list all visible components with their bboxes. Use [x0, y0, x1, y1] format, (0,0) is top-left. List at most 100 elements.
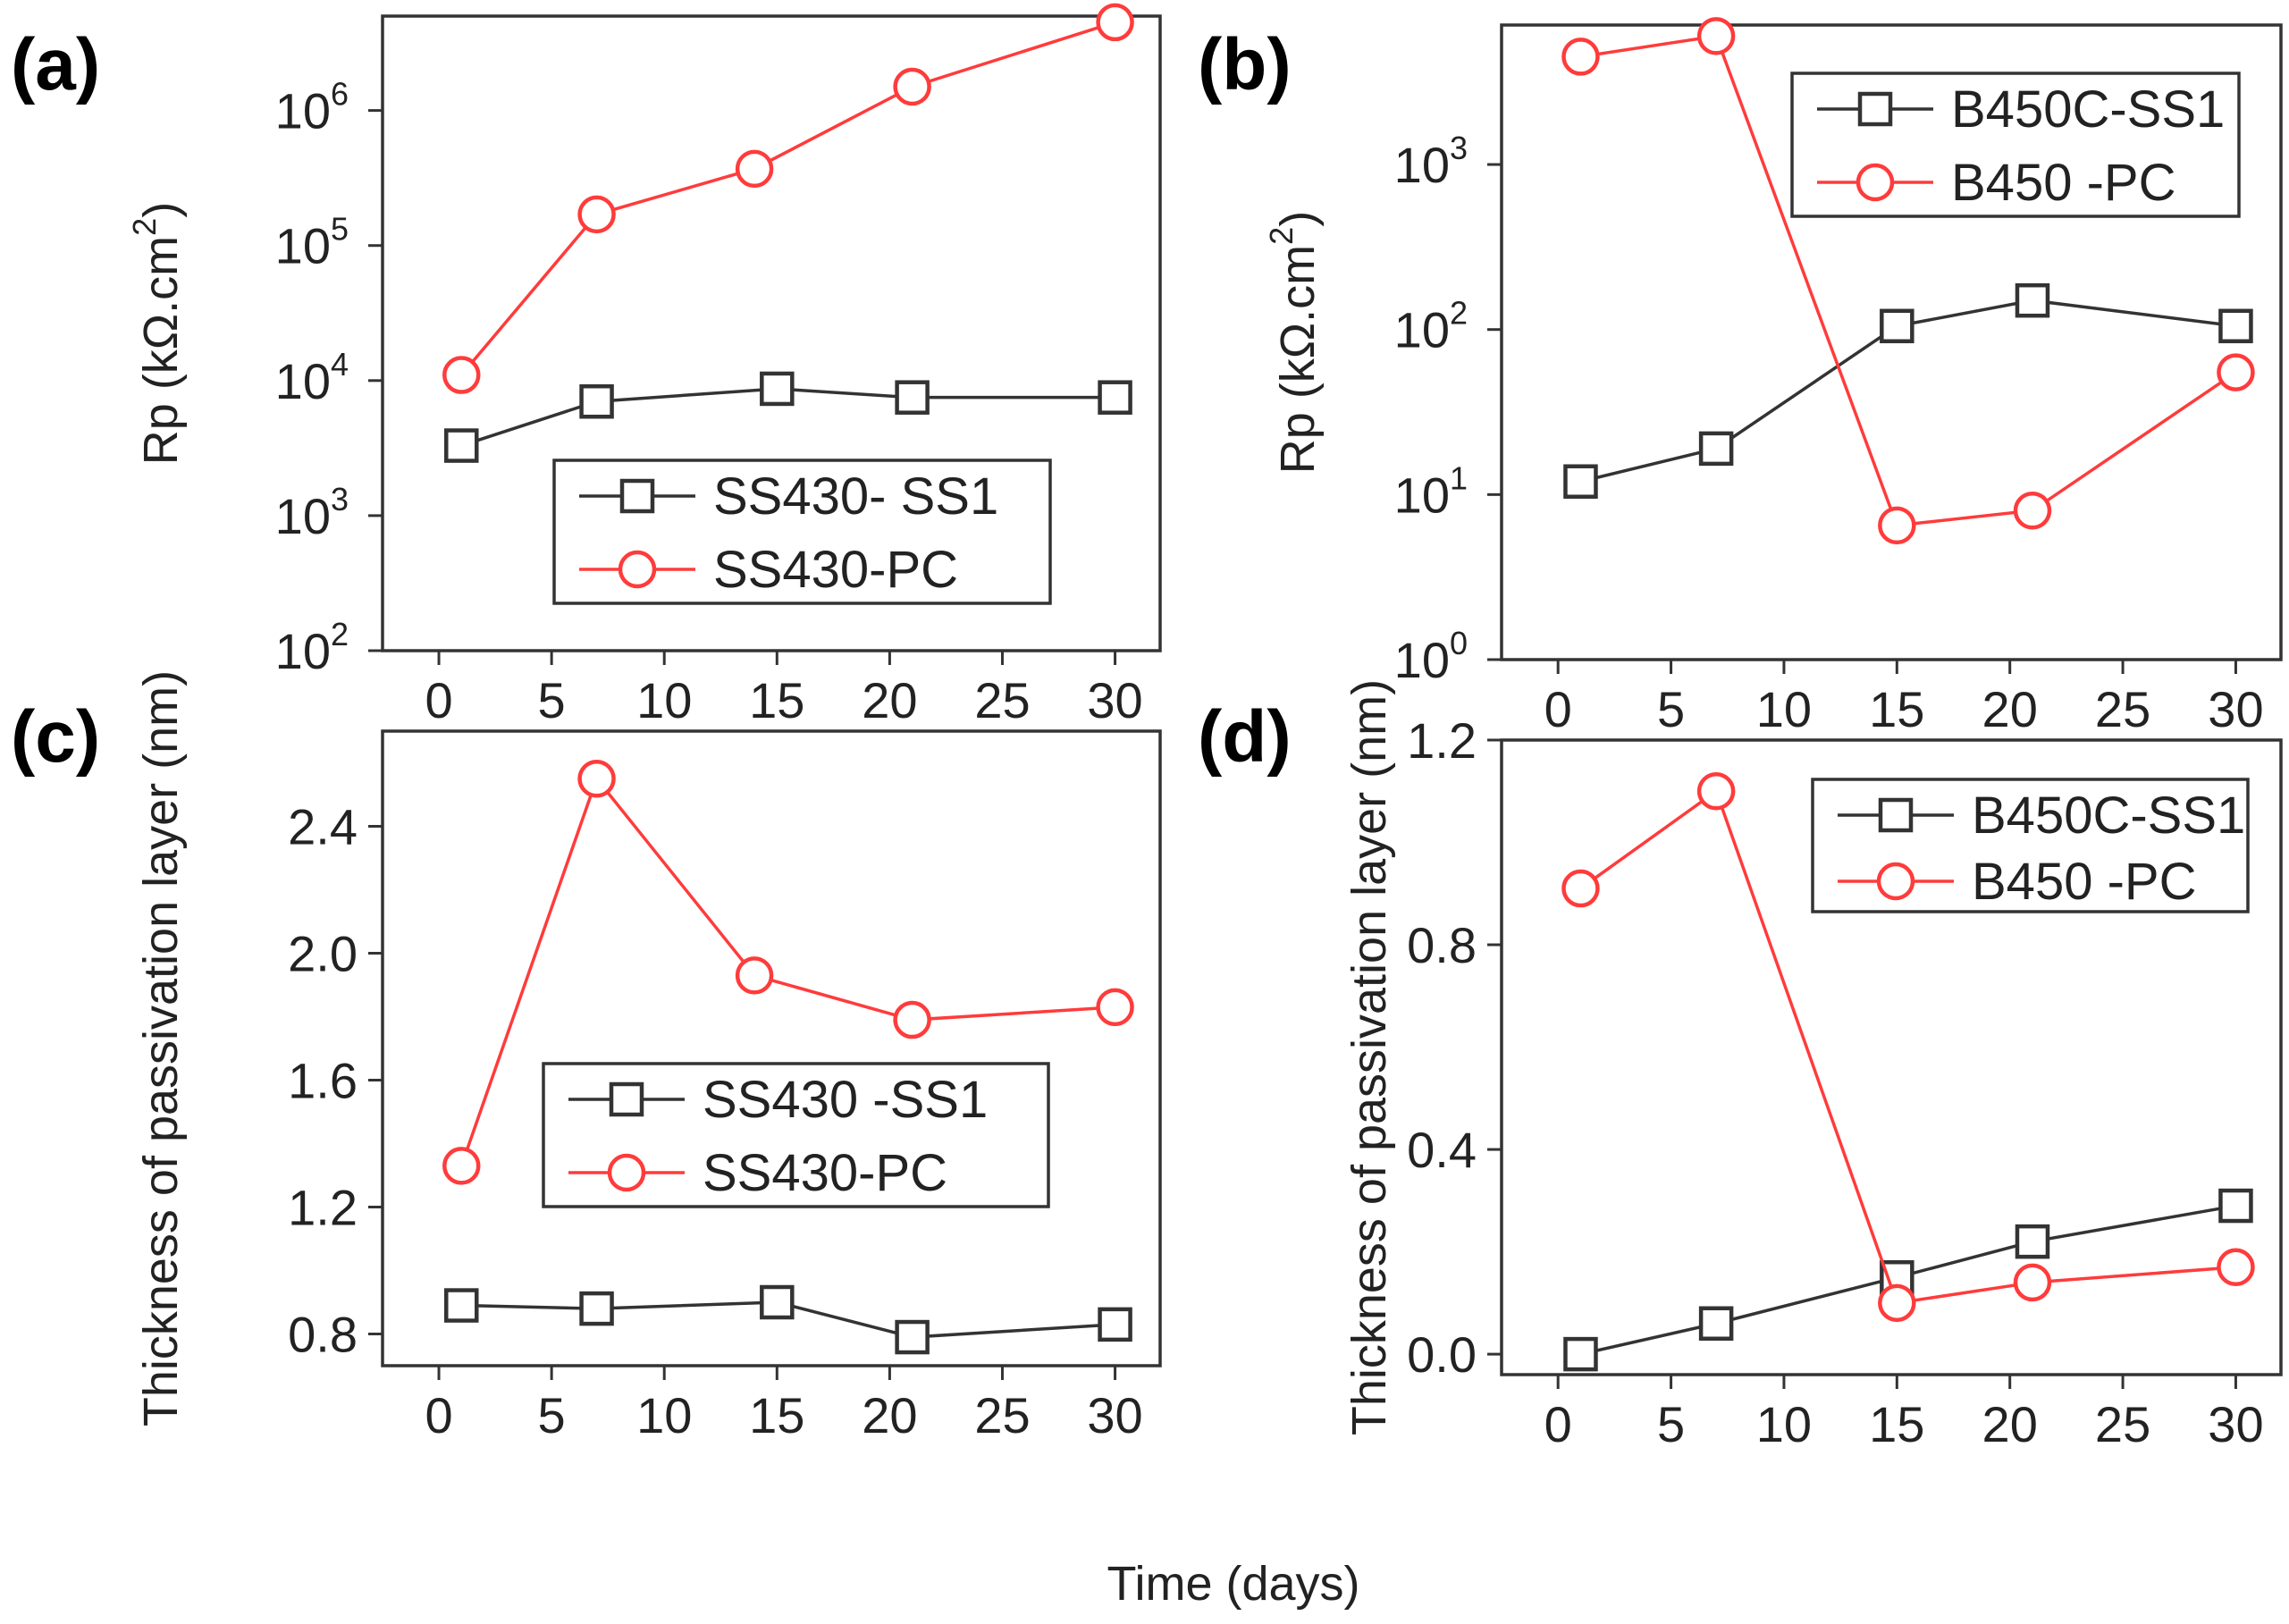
data-point — [760, 1284, 795, 1320]
data-point — [579, 1291, 614, 1326]
x-tick-label: 10 — [636, 672, 692, 728]
y-tick-label: 0.8 — [1407, 917, 1477, 973]
legend-entry: B450C-SS1 — [1972, 787, 2245, 845]
data-point — [893, 1000, 931, 1039]
x-tick-label: 5 — [538, 1387, 566, 1443]
x-tick-label: 20 — [862, 672, 917, 728]
panel-b: (b) 0 5 10 15 20 25 30 100 101 102 103 Rp (kΩ.cm2) B4… — [1198, 17, 2283, 737]
y-tick-label: 105 — [275, 211, 349, 274]
legend: SS430- SS1 SS430-PC — [552, 459, 1052, 605]
shared-x-axis-label: Time (days) — [1107, 1557, 1359, 1611]
y-axis-label: Thickness of passivation layer (nm) — [134, 670, 188, 1426]
y-tick-label: 103 — [1394, 130, 1468, 193]
data-point — [735, 149, 774, 189]
y-tick-label: 102 — [1394, 295, 1468, 358]
panel-label: (a) — [11, 24, 100, 105]
legend-marker — [1857, 91, 1893, 127]
plot-frame — [381, 729, 1162, 1367]
panel-label: (b) — [1198, 24, 1292, 105]
data-point — [1096, 988, 1134, 1027]
data-point — [1880, 308, 1915, 344]
x-tick-label: 10 — [1756, 1396, 1812, 1452]
data-point — [1696, 772, 1736, 811]
data-point — [1878, 1283, 1916, 1323]
x-tick-label: 30 — [1087, 672, 1142, 728]
data-point — [1698, 1306, 1734, 1341]
x-tick-label: 10 — [636, 1387, 692, 1443]
panel-c: (c) 0 5 10 15 20 25 30 0.8 1.2 1.6 2.0 2.4 Thickness … — [11, 670, 1162, 1443]
x-tick-label: 20 — [1982, 1396, 2038, 1452]
legend-marker — [1876, 862, 1915, 901]
legend-marker — [1856, 163, 1895, 202]
y-axis-label: Rp (kΩ.cm2) — [1263, 211, 1325, 474]
data-point — [1878, 506, 1916, 545]
legend: B450C-SS1 B450 -PC — [1790, 72, 2241, 218]
data-point — [895, 380, 930, 415]
series-b450-pc — [1561, 17, 2255, 545]
data-point — [444, 1288, 479, 1323]
data-point — [579, 383, 614, 419]
x-tick-label: 30 — [2208, 681, 2263, 737]
x-tick-label: 25 — [2095, 1396, 2150, 1452]
data-point — [2015, 282, 2050, 318]
data-point — [2218, 308, 2253, 344]
data-point — [444, 428, 479, 463]
series-b450c-ss1 — [1563, 282, 2253, 499]
plot-frame — [1500, 738, 2283, 1376]
y-tick-label: 0.8 — [288, 1307, 358, 1363]
y-tick-label: 101 — [1394, 459, 1468, 523]
x-tick-label: 30 — [2208, 1396, 2263, 1452]
data-point — [2013, 1263, 2052, 1302]
data-point — [895, 1319, 930, 1355]
data-point — [1561, 38, 1600, 76]
data-point — [1563, 464, 1598, 499]
data-point — [1696, 17, 1736, 55]
x-tick-label: 10 — [1756, 681, 1812, 737]
legend-marker — [607, 1153, 646, 1192]
data-point — [442, 356, 481, 394]
x-tick-label: 0 — [425, 1387, 452, 1443]
series-line — [459, 21, 1116, 376]
y-tick-label: 2.0 — [288, 926, 358, 982]
y-tick-label: 103 — [275, 481, 349, 544]
y-tick-label: 106 — [275, 76, 349, 139]
x-tick-label: 20 — [862, 1387, 917, 1443]
series-ss430-ss1 — [444, 371, 1132, 463]
series-ss430-pc — [442, 760, 1134, 1185]
y-tick-label: 100 — [1394, 625, 1468, 688]
y-tick-label: 1.2 — [288, 1180, 358, 1236]
legend-marker — [618, 550, 657, 589]
legend-marker — [1878, 797, 1914, 833]
data-point — [1698, 431, 1734, 467]
data-point — [1563, 1336, 1598, 1372]
plot-frame — [381, 14, 1162, 652]
data-point — [2217, 353, 2255, 391]
legend-marker — [609, 1081, 644, 1117]
x-tick-label: 25 — [974, 1387, 1030, 1443]
legend-entry: SS430 -SS1 — [703, 1071, 988, 1129]
legend-entry: B450 -PC — [1951, 154, 2175, 212]
y-axis-label: Thickness of passivation layer (nm) — [1342, 679, 1396, 1435]
data-point — [760, 371, 795, 407]
data-point — [577, 195, 616, 234]
series-ss430-ss1 — [444, 1284, 1132, 1355]
panel-label: (d) — [1198, 696, 1292, 778]
x-tick-label: 0 — [425, 672, 452, 728]
x-tick-label: 15 — [1869, 681, 1924, 737]
x-tick-label: 25 — [974, 672, 1030, 728]
data-point — [577, 760, 616, 798]
x-tick-label: 5 — [538, 672, 566, 728]
legend: SS430 -SS1 SS430-PC — [542, 1062, 1050, 1208]
x-tick-label: 0 — [1544, 681, 1572, 737]
x-tick-label: 25 — [2095, 681, 2150, 737]
x-tick-label: 15 — [749, 672, 804, 728]
y-tick-label: 104 — [275, 346, 349, 409]
x-tick-label: 5 — [1657, 681, 1685, 737]
legend-entry: SS430-PC — [713, 541, 958, 599]
x-tick-label: 0 — [1544, 1396, 1572, 1452]
y-tick-label: 1.2 — [1407, 712, 1477, 769]
data-point — [1096, 3, 1134, 42]
x-tick-label: 30 — [1087, 1387, 1142, 1443]
x-tick-label: 5 — [1657, 1396, 1685, 1452]
